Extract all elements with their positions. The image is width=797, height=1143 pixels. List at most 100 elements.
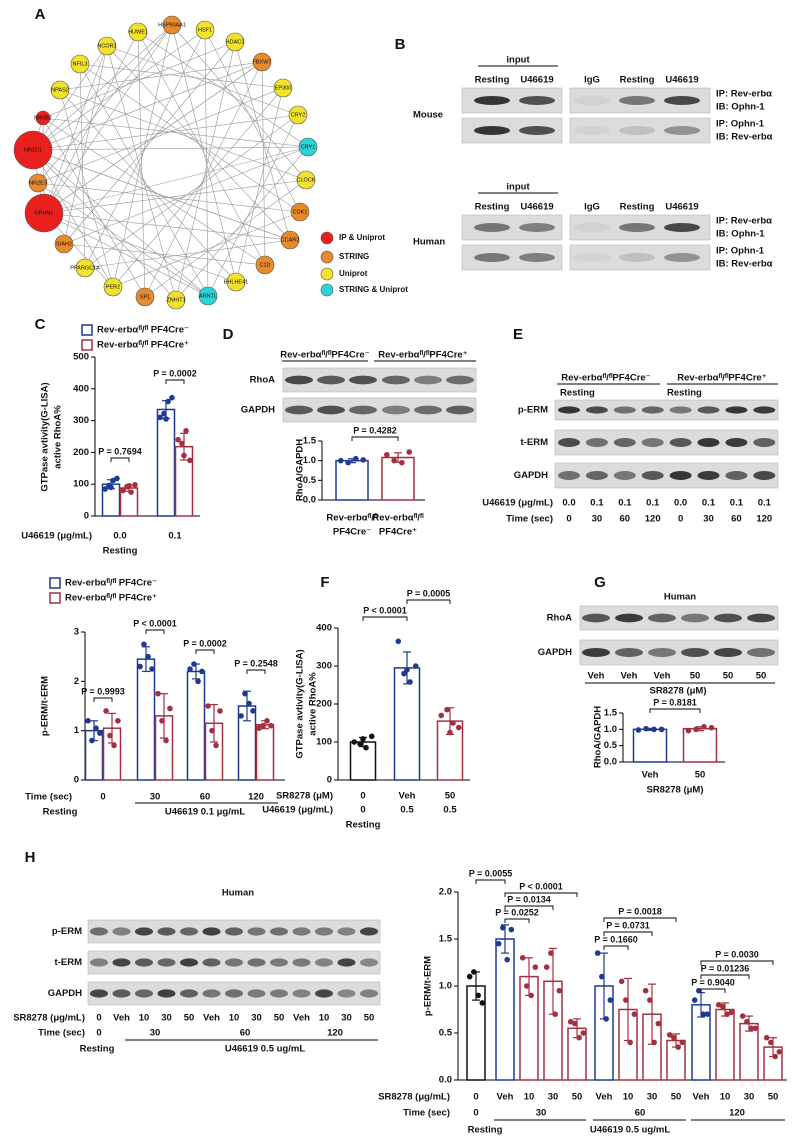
network-edge [43,212,237,283]
network-edge [137,31,309,148]
data-point [631,1011,638,1017]
y-tick-label: 200 [316,699,332,710]
footer-label: Resting [103,546,138,557]
y-tick-label: 0 [74,775,79,786]
blot-band [641,438,664,447]
network-node [252,52,272,72]
blot-band [714,648,742,657]
blot-band [725,471,748,480]
data-point [85,718,91,724]
p-value: P = 0.0134 [507,894,551,904]
data-point [666,1032,673,1038]
x-row-label: Time (sec) [25,792,72,803]
blot-subheader: Resting [667,388,702,399]
lane-label: Veh [203,1013,220,1024]
blot-band [349,405,377,415]
data-point [576,1034,582,1041]
blot-header: Rev-erbαᶠˡ/ᶠˡPF4Cre⁺ [677,373,766,384]
data-point [401,670,407,677]
bar [335,459,369,501]
data-point [643,725,649,732]
lane-label: Resting [475,202,510,213]
lane-label: U46619 [520,202,553,213]
lane-label: Resting [620,202,655,213]
data-point [404,667,410,673]
blot-row-label: RhoA [547,613,572,624]
blot-band [225,989,243,998]
data-point [242,690,248,697]
network-edge [59,89,307,181]
bar [349,741,377,781]
significance-bracket [110,457,130,462]
data-point [246,700,252,707]
legend-swatch [320,283,334,297]
blot-band [292,958,311,967]
network-node [288,105,308,125]
data-point [679,1039,686,1046]
blot-band [648,613,676,623]
data-point [209,727,215,734]
footer-label: U46619 0.5 ug/mL [225,1044,305,1055]
lane-label: 50 [723,671,734,682]
network-edge [106,45,299,116]
p-value: P = 0.0731 [606,920,650,930]
blot-band [574,223,610,232]
data-point [412,663,419,669]
x-tick-label: 0.0 [113,531,126,542]
data-point [708,724,715,731]
p-value: P = 0.0252 [495,907,539,917]
blot-row-label: IB: Ophn-1 [716,102,765,113]
blot-band [585,471,608,480]
blot-band [474,126,510,135]
blot-row-label: IB: Ophn-1 [716,229,765,240]
data-point [137,663,143,670]
network-edge [32,149,291,241]
blot-band [382,405,410,415]
blot-band [574,253,610,262]
x-row-label: U46619 (μg/mL) [262,805,333,816]
x-tick-label: 10 [623,1092,634,1103]
blot-row-label: RhoA [250,375,275,386]
legend-swatch [320,250,334,264]
data-point [115,718,121,724]
blot-band [714,613,742,623]
network-node [135,287,155,307]
data-point [479,1000,486,1006]
data-point [776,1049,783,1055]
blot-band [574,126,610,135]
data-point [181,452,187,459]
blot-band [315,989,333,998]
blot-band [619,96,655,105]
blot-band [157,927,176,936]
data-point [351,739,358,745]
y-tick-label: 400 [316,623,332,634]
data-point [748,1025,754,1032]
data-point [195,678,201,685]
y-tick-label: 1.5 [604,708,618,719]
data-point [603,1016,609,1022]
y-tick-label: 1 [74,725,80,736]
x-tick-label: Veh [399,791,416,802]
network-edge [43,24,173,214]
blot-band [360,958,378,967]
blot-band [292,989,311,998]
blot-band [519,96,555,105]
blot-band [317,375,345,385]
network-edge [43,146,309,214]
blot-band [574,96,610,105]
data-point [155,690,161,697]
significance-bracket [603,931,653,936]
network-edge [32,24,173,151]
panel-label: G [594,574,606,591]
lane-row-label: U46619 (μg/mL) [482,498,553,509]
blot-band [446,375,474,385]
node-label: EP300 [275,85,292,91]
blot-band [585,406,608,414]
p-value: P < 0.0001 [133,618,177,628]
bar [156,408,176,517]
data-point [599,973,605,980]
lane-label: 30 [251,1013,262,1024]
lane-label: Veh [621,671,638,682]
x-tick-label: 50 [768,1092,779,1103]
y-tick-label: 100 [73,479,89,490]
